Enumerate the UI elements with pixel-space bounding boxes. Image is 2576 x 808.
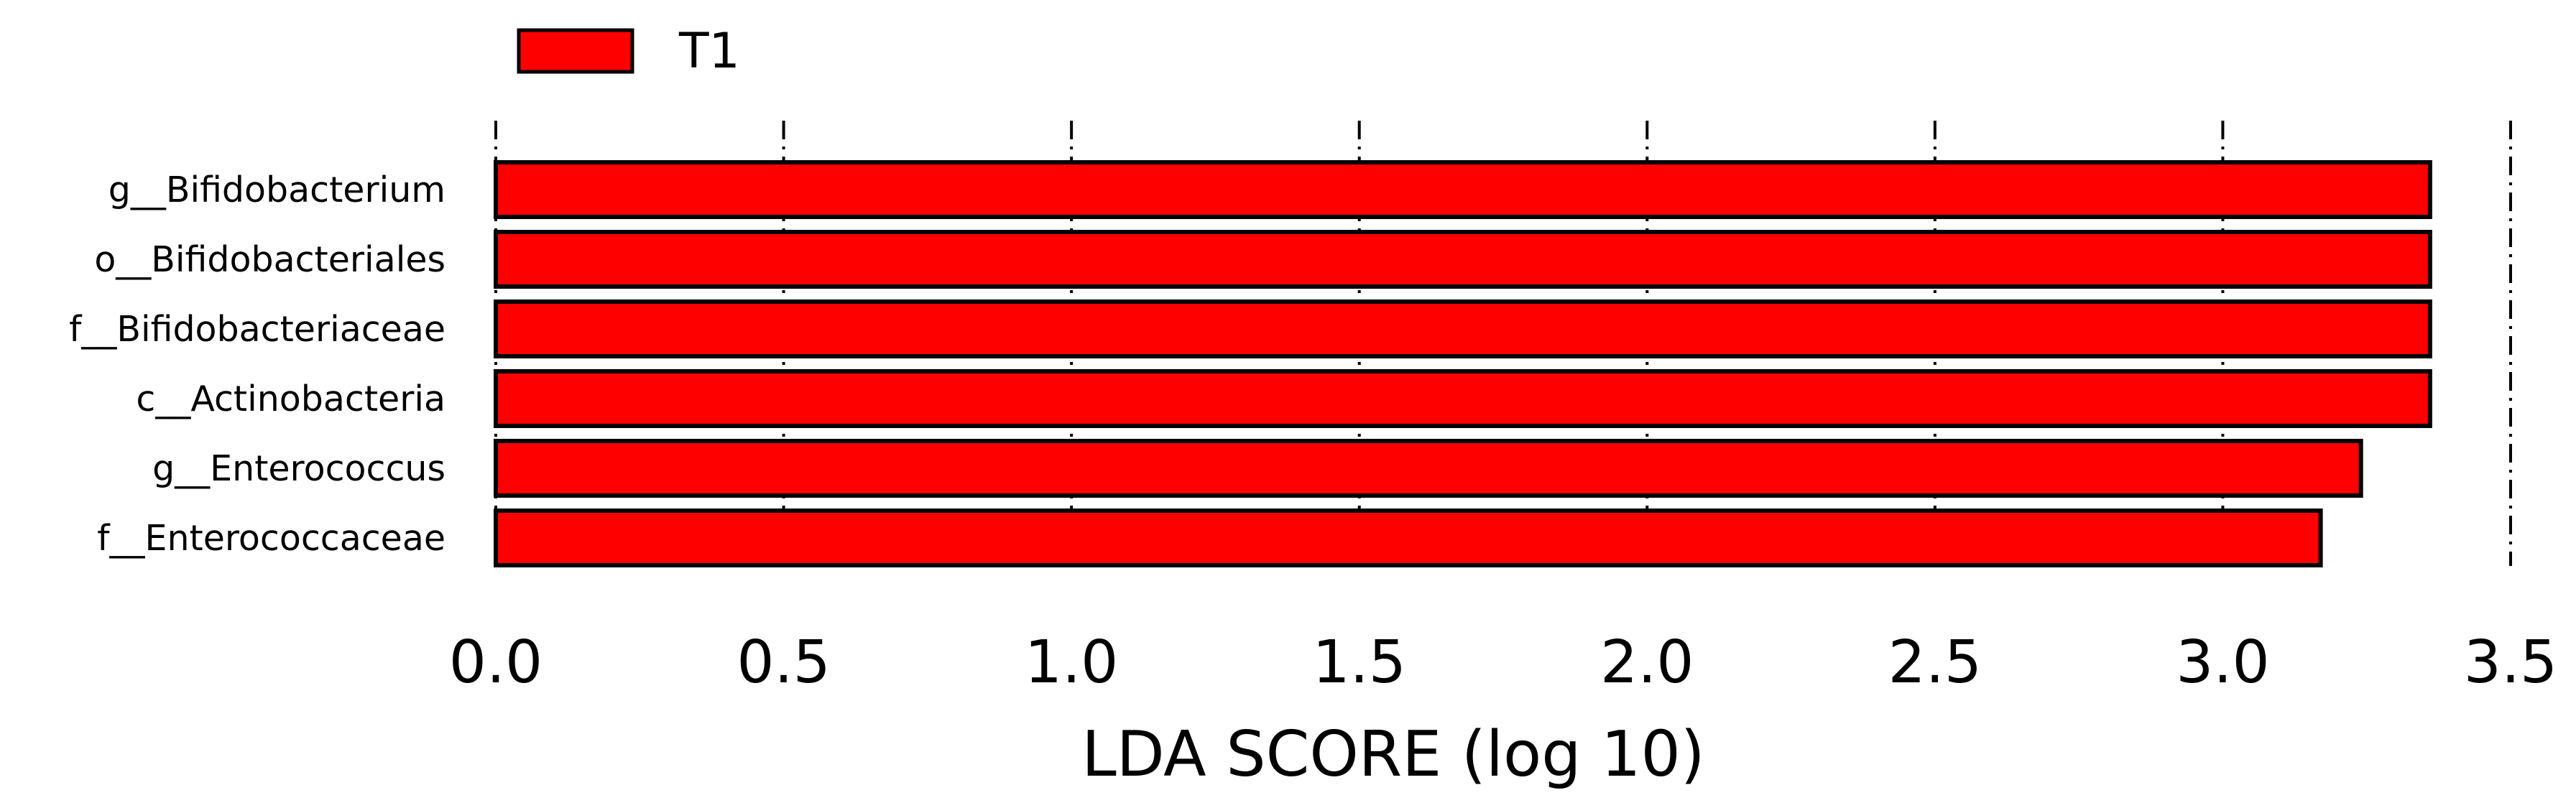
- category-label-4: g__Enterococcus: [152, 448, 446, 489]
- legend-swatch-t1: [517, 28, 634, 74]
- bar-2: [494, 299, 2432, 358]
- category-label-5: f__Enterococcaceae: [97, 518, 446, 559]
- x-tick-label-5: 2.5: [1888, 628, 1982, 697]
- x-tick-label-7: 3.5: [2464, 628, 2557, 697]
- legend-label-t1: T1: [678, 23, 740, 80]
- bar-0: [494, 160, 2432, 219]
- x-tick-label-0: 0.0: [449, 628, 543, 697]
- bar-3: [494, 369, 2432, 428]
- x-tick-label-6: 3.0: [2176, 628, 2269, 697]
- x-tick-labels: 0.0 0.5 1.0 1.5 2.0 2.5 3.0 3.5: [449, 628, 2557, 697]
- x-tick-label-4: 2.0: [1600, 628, 1694, 697]
- x-tick-label-2: 1.0: [1025, 628, 1118, 697]
- category-label-3: c__Actinobacteria: [136, 379, 446, 419]
- category-label-0: g__Bifidobacterium: [109, 170, 446, 210]
- bars: [494, 160, 2432, 567]
- category-label-1: o__Bifidobacteriales: [94, 239, 446, 280]
- bar-4: [494, 439, 2363, 498]
- x-tick-label-3: 1.5: [1313, 628, 1406, 697]
- category-label-2: f__Bifidobacteriaceae: [69, 309, 446, 350]
- bar-5: [494, 509, 2323, 567]
- x-axis-title: LDA SCORE (log 10): [1081, 718, 1705, 791]
- legend: T1: [517, 23, 740, 80]
- x-tick-label-1: 0.5: [737, 628, 830, 697]
- bar-1: [494, 230, 2432, 289]
- category-labels: g__Bifidobacterium o__Bifidobacteriales f_…: [69, 170, 446, 559]
